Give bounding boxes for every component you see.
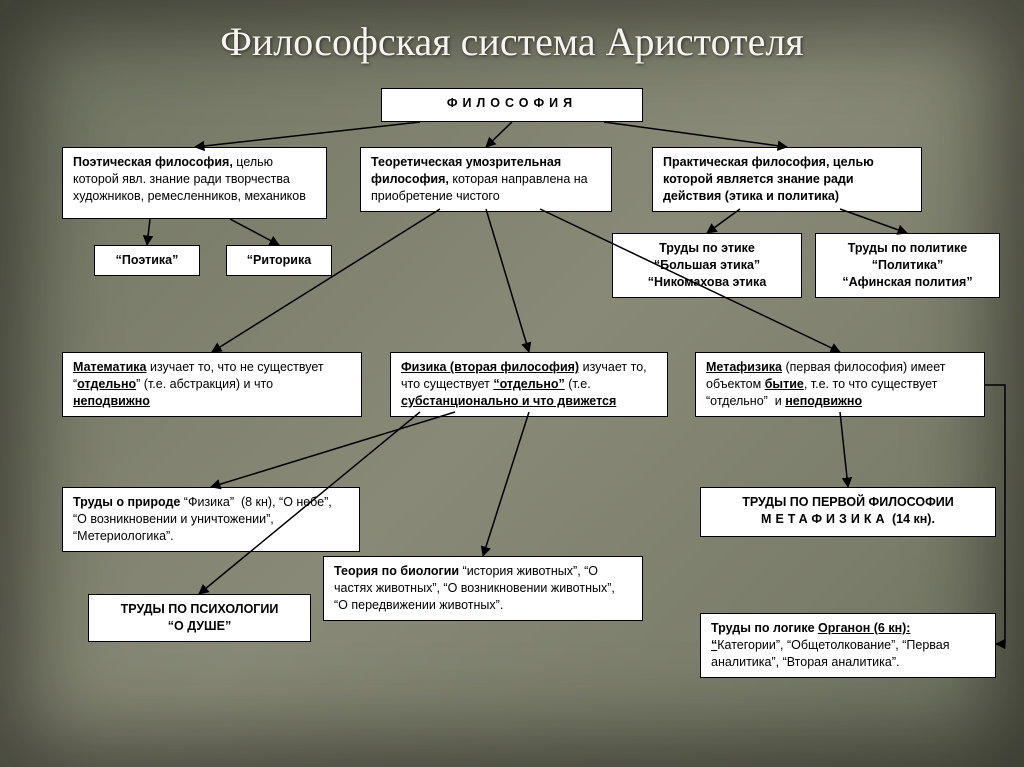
node-rhetoric: “Риторика (226, 245, 332, 276)
node-ethics: Труды по этике“Большая этика”“Никомахова… (612, 233, 802, 298)
node-psych: ТРУДЫ ПО ПСИХОЛОГИИ“О ДУШЕ” (88, 594, 311, 642)
edge-practic-politics (840, 209, 907, 233)
edge-root-practic (604, 122, 787, 147)
node-poetic: Поэтическая философия, целью которой явл… (62, 147, 327, 219)
node-logic: Труды по логике Органон (6 кн):“Категори… (700, 613, 996, 678)
node-meta: Метафизика (первая философия) имеет объе… (695, 352, 985, 417)
edge-theoret-math (212, 209, 440, 352)
node-physics: Физика (вторая философия) изучает то, чт… (390, 352, 668, 417)
node-theoret: Теоретическая умозрительная философия, к… (360, 147, 612, 212)
edge-theoret-physics (486, 209, 529, 352)
edge-root-theoret (486, 122, 512, 147)
node-nature: Труды о природе “Физика” (8 кн), “О небе… (62, 487, 360, 552)
node-poetica: “Поэтика” (94, 245, 200, 276)
node-metaworks: ТРУДЫ ПО ПЕРВОЙ ФИЛОСОФИИМЕТАФИЗИКА (14 … (700, 487, 996, 537)
page-title: Философская система Аристотеля (0, 18, 1024, 65)
edge-practic-ethics (707, 209, 740, 233)
edge-physics-nature (211, 412, 455, 487)
edge-root-poetic (195, 122, 420, 147)
node-root: ФИЛОСОФИЯ (381, 88, 643, 122)
node-biology: Теория по биологии “история животных”, “… (323, 556, 643, 621)
node-politics: Труды по политике“Политика”“Афинская пол… (815, 233, 1000, 298)
edge-meta-metaworks (840, 412, 848, 487)
node-root-label: ФИЛОСОФИЯ (447, 96, 577, 110)
node-practic: Практическая философия, целью которой яв… (652, 147, 922, 212)
edge-poetic-poetica (147, 219, 150, 245)
edge-poetic-rhetoric (230, 219, 279, 245)
node-math: Математика изучает то, что не существует… (62, 352, 362, 417)
edge-physics-biology (483, 412, 529, 556)
